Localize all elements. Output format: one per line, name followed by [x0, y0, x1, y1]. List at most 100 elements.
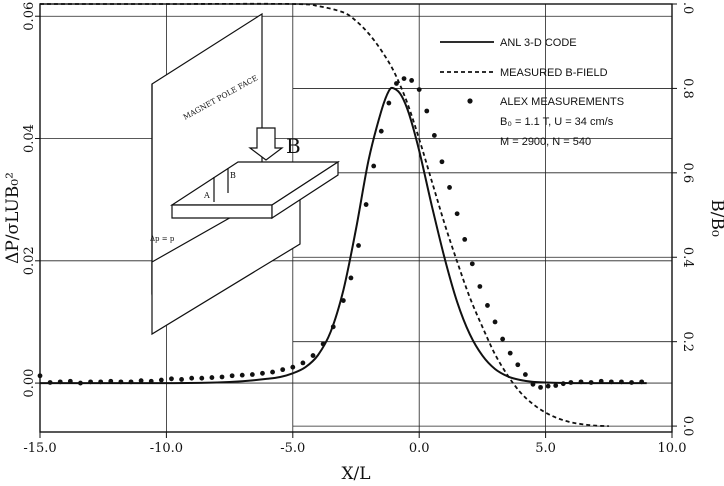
- alex-point-28: [320, 341, 326, 347]
- inset-duct-side: [271, 160, 339, 220]
- alex-point-33: [363, 202, 369, 207]
- y-right-tick-label-4: 0.8: [680, 78, 695, 99]
- y-axis-right: 0.0 0.2 0.4 0.6 0.8 1.0: [672, 0, 695, 436]
- alex-point-26: [300, 360, 306, 366]
- series-measured-b-field: [39, 2, 609, 427]
- alex-point-10: [138, 378, 144, 384]
- alex-point-5: [88, 379, 93, 385]
- alex-point-41: [424, 108, 430, 114]
- legend-note-1: B₀ = 1.1 T, U = 34 cm/s: [500, 116, 614, 128]
- legend-label-anl: ANL 3-D CODE: [500, 37, 577, 49]
- plot-frame: [39, 3, 673, 433]
- alex-point-6: [98, 379, 104, 385]
- alex-point-7: [108, 378, 114, 384]
- alex-point-35: [378, 128, 384, 134]
- alex-point-40: [416, 87, 422, 92]
- alex-point-51: [500, 336, 506, 342]
- alex-point-18: [219, 374, 225, 380]
- y-right-tick-label-3: 0.6: [680, 162, 695, 183]
- alex-point-42: [431, 133, 437, 138]
- series-alex-measurements: [37, 76, 645, 390]
- alex-point-56: [538, 384, 543, 390]
- alex-point-64: [608, 379, 614, 385]
- alex-point-11: [148, 378, 154, 384]
- alex-point-44: [447, 185, 452, 190]
- alex-point-53: [515, 362, 521, 368]
- y-left-tick-label-3: 0.06: [22, 2, 37, 31]
- alex-point-54: [522, 372, 528, 377]
- alex-point-52: [507, 350, 513, 356]
- y-right-tick-label-2: 0.4: [680, 247, 695, 268]
- legend-label-alex: ALEX MEASUREMENTS: [500, 96, 624, 108]
- alex-point-0: [37, 373, 43, 379]
- alex-point-1: [47, 380, 53, 385]
- x-axis-label: X/L: [341, 464, 370, 484]
- y-left-tick-label-2: 0.04: [22, 124, 37, 153]
- x-tick-label-5: 10.0: [658, 441, 687, 456]
- y-axis-right-label: B/B₀: [707, 199, 724, 237]
- alex-point-15: [189, 375, 195, 381]
- x-tick-label-3: 0.0: [409, 441, 430, 456]
- y-right-tick-label-0: 0.0: [680, 416, 695, 437]
- alex-point-34: [371, 163, 377, 169]
- alex-point-3: [67, 378, 73, 384]
- inset-section-a: [213, 168, 229, 202]
- y-axis-left-label: ΔP/σLUB₀²: [3, 172, 23, 264]
- alex-point-20: [239, 372, 245, 378]
- inset-pressure-label: Δp = p: [150, 235, 175, 243]
- alex-point-22: [260, 370, 265, 376]
- alex-point-2: [57, 379, 63, 385]
- x-tick-label-2: -5.0: [280, 441, 305, 456]
- alex-point-27: [310, 353, 316, 358]
- alex-point-47: [469, 261, 475, 267]
- alex-point-62: [588, 380, 594, 385]
- inset-a-label: A: [203, 191, 210, 200]
- alex-point-9: [128, 379, 134, 385]
- alex-point-24: [280, 367, 286, 373]
- alex-point-16: [199, 375, 205, 381]
- alex-point-8: [118, 379, 124, 385]
- alex-point-49: [485, 303, 490, 308]
- alex-point-43: [439, 159, 445, 165]
- alex-point-19: [229, 373, 235, 379]
- inset-field-label: B: [286, 134, 301, 158]
- series-anl-3d-code: [39, 86, 647, 385]
- alex-point-4: [78, 380, 83, 386]
- x-axis: -15.0 -10.0 -5.0 0.0 5.0 10.0: [23, 432, 686, 456]
- inset-sketch: [151, 12, 341, 336]
- alex-point-17: [209, 375, 215, 380]
- legend-swatch-alex: [467, 98, 473, 104]
- alex-point-39: [409, 78, 415, 83]
- alex-point-63: [598, 378, 604, 384]
- x-tick-label-4: 5.0: [535, 441, 556, 456]
- alex-point-46: [462, 237, 468, 242]
- alex-point-57: [545, 383, 551, 389]
- legend-label-bfield: MEASURED B-FIELD: [500, 67, 608, 79]
- x-tick-label-1: -10.0: [150, 441, 183, 456]
- alex-point-31: [348, 275, 354, 281]
- alex-point-65: [619, 379, 624, 385]
- x-tick-label-0: -15.0: [23, 441, 56, 456]
- alex-point-45: [454, 211, 460, 217]
- alex-point-25: [290, 364, 296, 370]
- alex-point-48: [477, 284, 483, 289]
- alex-point-32: [356, 243, 361, 248]
- alex-point-38: [401, 76, 407, 81]
- y-left-tick-label-1: 0.02: [22, 246, 37, 275]
- legend-note-2: M = 2900, N = 540: [500, 136, 591, 148]
- alex-point-58: [553, 383, 559, 388]
- alex-point-21: [249, 372, 255, 377]
- alex-point-29: [330, 324, 336, 330]
- alex-point-60: [568, 380, 574, 385]
- alex-point-36: [386, 100, 392, 106]
- alex-point-59: [560, 381, 566, 387]
- alex-point-66: [629, 380, 634, 385]
- alex-point-61: [578, 379, 584, 385]
- y-right-tick-label-5: 1.0: [680, 0, 695, 14]
- y-axis-left: 0.00 0.02 0.04 0.06: [22, 2, 40, 398]
- alex-point-12: [158, 377, 164, 383]
- alex-point-50: [492, 319, 498, 325]
- inset-duct-front: [171, 204, 273, 219]
- alex-point-55: [530, 381, 536, 387]
